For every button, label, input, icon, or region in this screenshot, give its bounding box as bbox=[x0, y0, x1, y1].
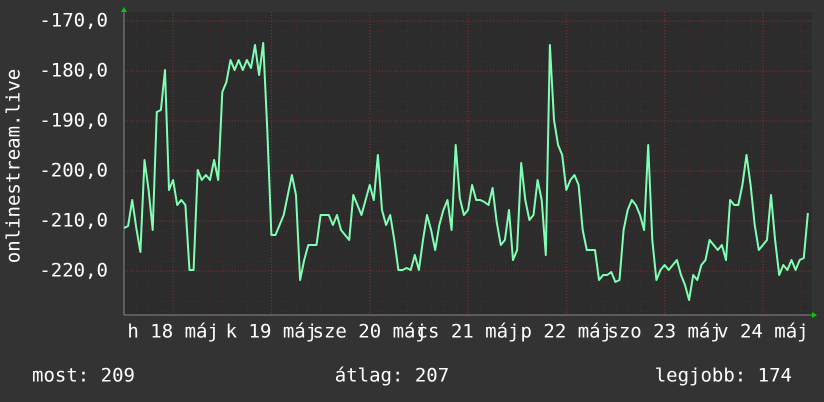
x-tick-label: szo 23 máj bbox=[607, 321, 721, 343]
x-tick-label: p 22 máj bbox=[521, 321, 613, 343]
y-tick-label: -220,0 bbox=[39, 260, 108, 282]
x-tick-label: sze 20 máj bbox=[313, 321, 427, 343]
footer-stat: legjobb: 174 bbox=[655, 365, 792, 387]
data-line bbox=[123, 42, 809, 301]
axis-arrow bbox=[121, 7, 127, 12]
x-tick-label: v 24 máj bbox=[717, 321, 809, 343]
x-tick-label: h 18 máj bbox=[127, 321, 219, 343]
x-tick-label: cs 21 máj bbox=[417, 321, 520, 343]
footer-stat: most: 209 bbox=[32, 365, 135, 387]
y-tick-label: -200,0 bbox=[39, 160, 108, 182]
y-axis-label: onlinestream.live bbox=[3, 69, 25, 263]
y-tick-label: -170,0 bbox=[39, 10, 108, 32]
x-tick-label: k 19 máj bbox=[226, 321, 318, 343]
y-tick-label: -190,0 bbox=[39, 110, 108, 132]
y-tick-label: -210,0 bbox=[39, 210, 108, 232]
footer-stat: átlag: 207 bbox=[335, 365, 449, 387]
axis-arrow bbox=[812, 312, 817, 318]
y-tick-label: -180,0 bbox=[39, 60, 108, 82]
